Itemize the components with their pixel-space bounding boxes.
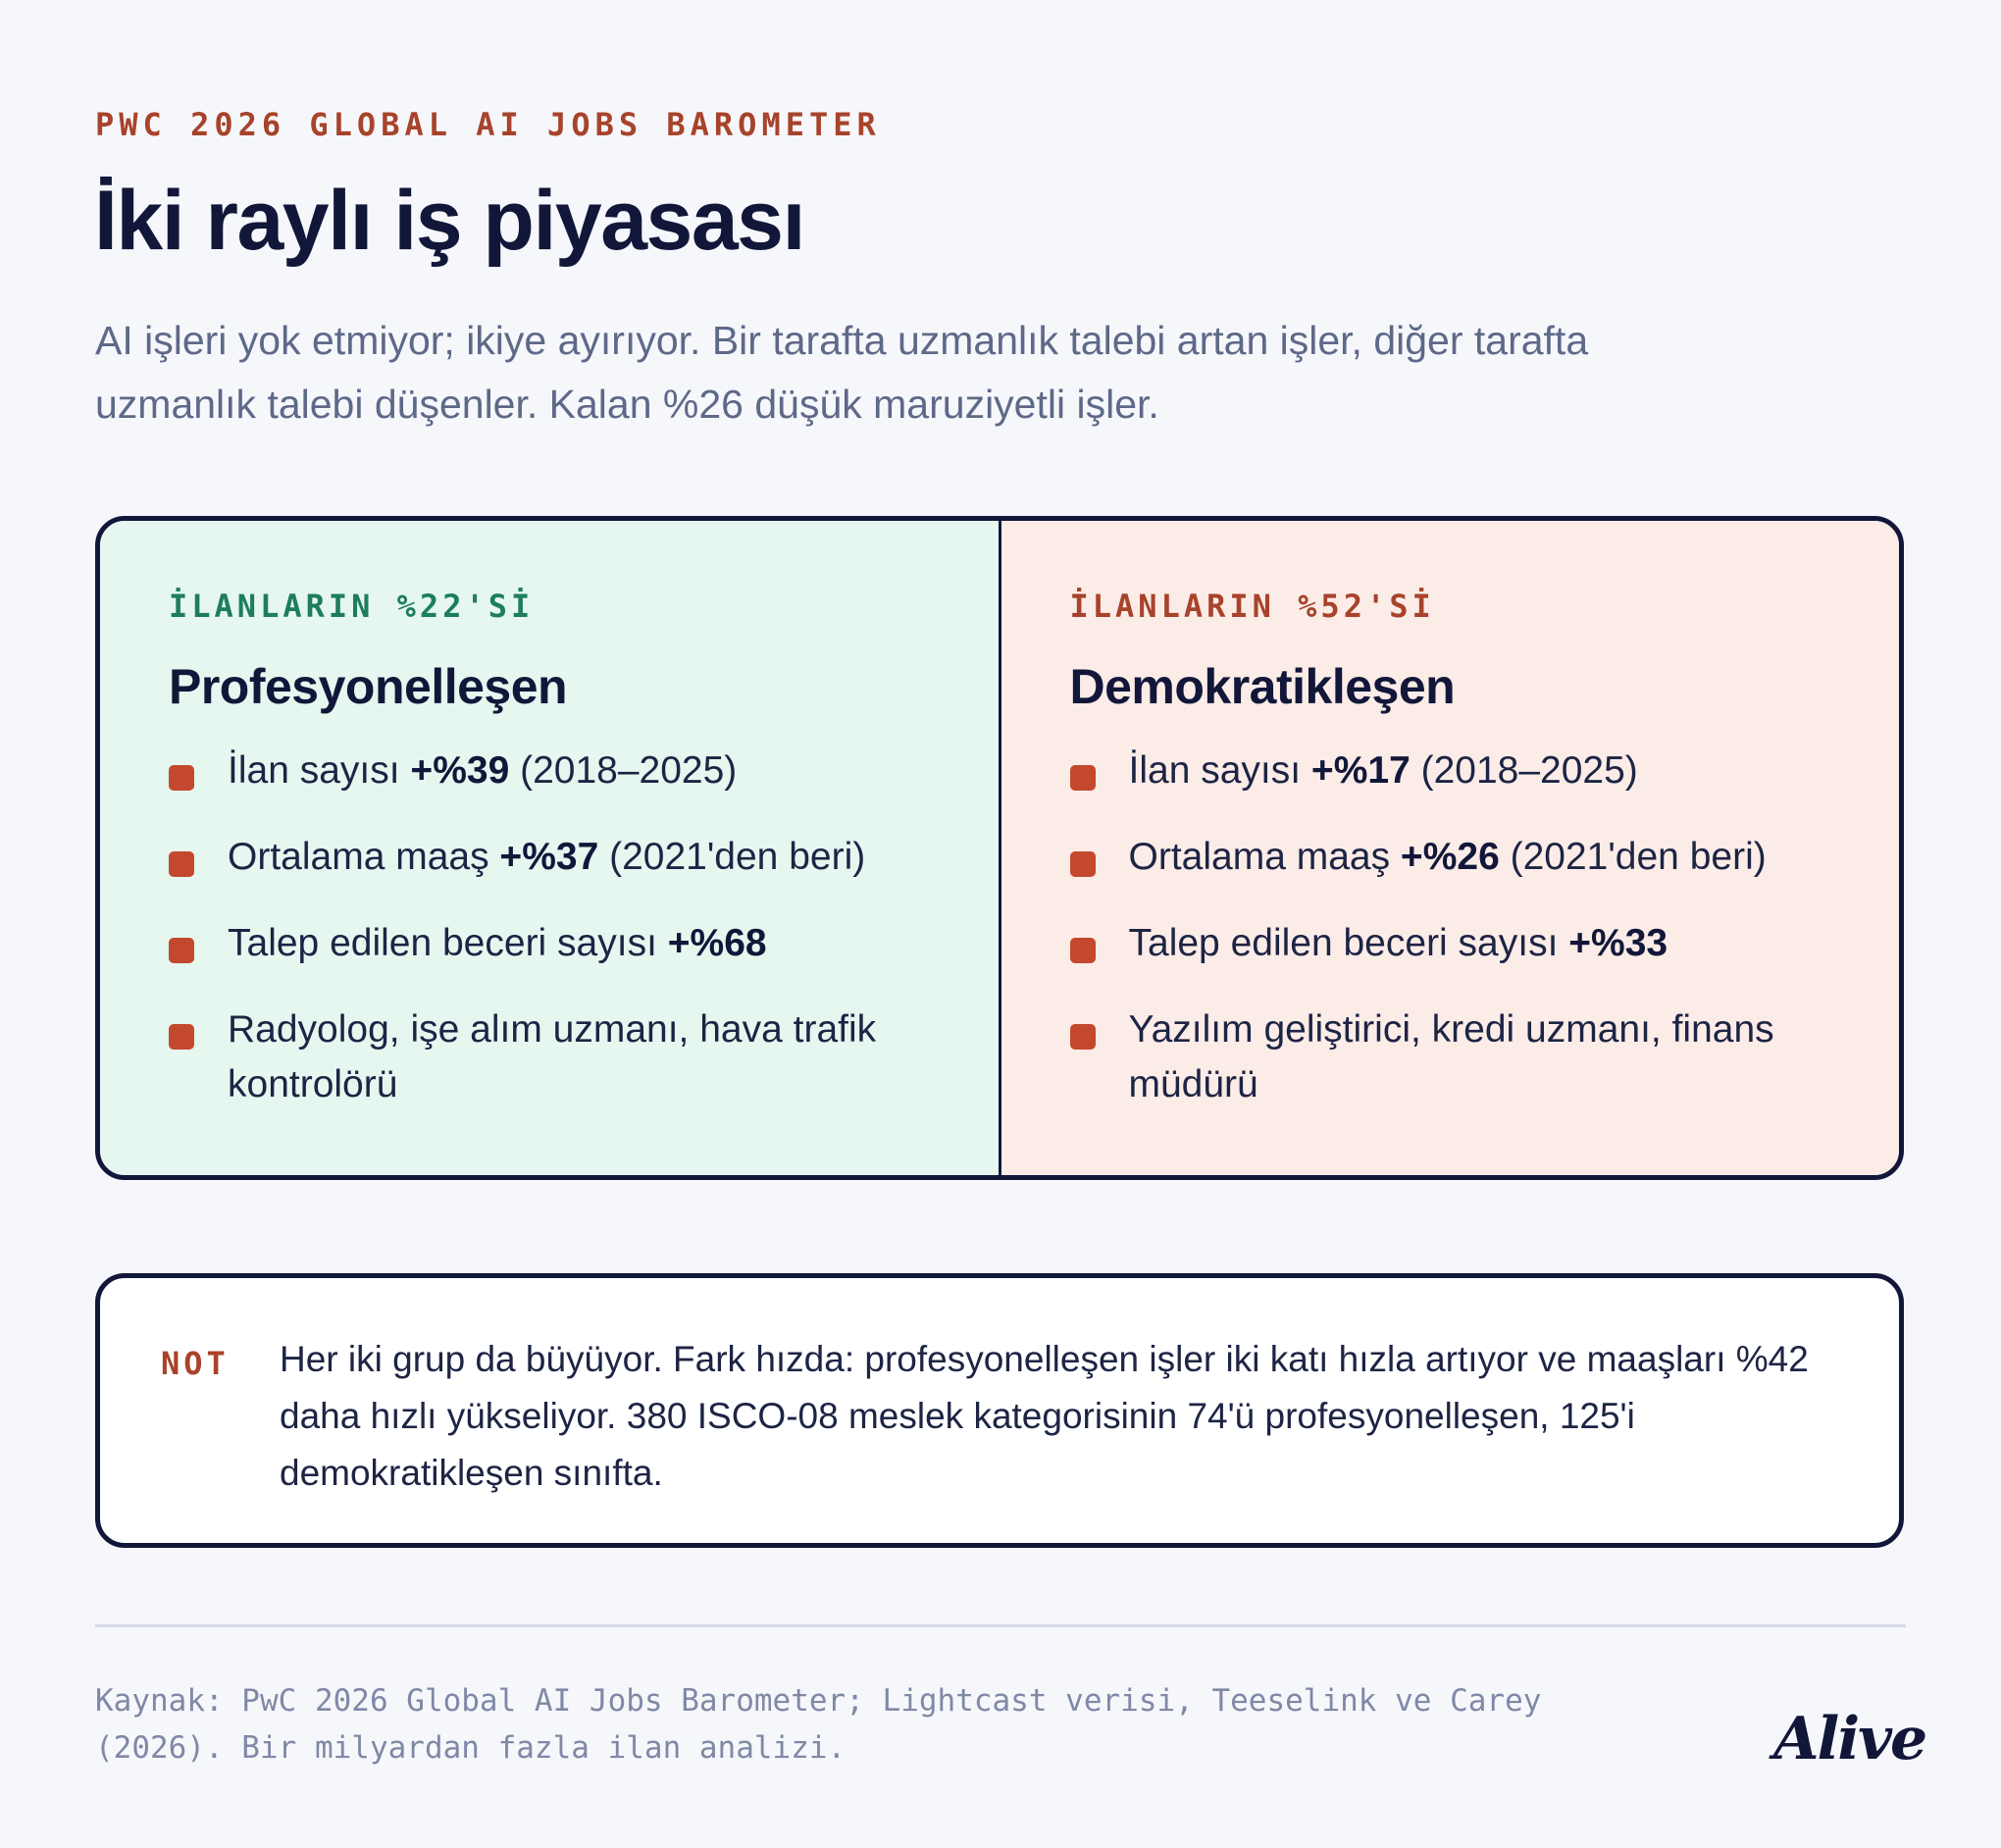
square-bullet-icon	[1069, 1024, 1096, 1050]
list-item: Talep edilen beceri sayısı +%33	[1069, 916, 1841, 971]
bullet-text: Ortalama maaş	[228, 836, 500, 878]
square-bullet-icon	[169, 765, 194, 791]
square-bullet-icon	[169, 938, 194, 963]
list-item: Yazılım geliştirici, kredi uzmanı, finan…	[1069, 1002, 1841, 1112]
list-item: Talep edilen beceri sayısı +%68	[169, 916, 940, 971]
square-bullet-icon	[1069, 938, 1096, 963]
bullet-value: +%33	[1568, 922, 1668, 964]
list-item: Ortalama maaş +%26 (2021'den beri)	[1069, 830, 1841, 885]
note-text: Her iki grup da büyüyor. Fark hızda: pro…	[280, 1339, 1809, 1493]
note-box: NOT Her iki grup da büyüyor. Fark hızda:…	[95, 1273, 1904, 1548]
comparison-panel: İLANLARIN %22'Sİ Profesyonelleşen İlan s…	[95, 516, 1904, 1180]
square-bullet-icon	[1069, 765, 1096, 791]
bullet-list: İlan sayısı +%39 (2018–2025) Ortalama ma…	[169, 744, 940, 1112]
bullet-text: Talep edilen beceri sayısı	[228, 922, 668, 964]
list-item: İlan sayısı +%17 (2018–2025)	[1069, 744, 1841, 798]
page-title: İki raylı iş piyasası	[94, 174, 805, 268]
square-bullet-icon	[169, 1024, 194, 1050]
bullet-list: İlan sayısı +%17 (2018–2025) Ortalama ma…	[1069, 744, 1841, 1112]
eyebrow: PWC 2026 GLOBAL AI JOBS BAROMETER	[95, 106, 881, 143]
bullet-text: Ortalama maaş	[1128, 836, 1401, 878]
bullet-value: +%17	[1310, 749, 1411, 792]
bullet-suffix: (2021'den beri)	[598, 836, 866, 878]
bullet-text: Yazılım geliştirici, kredi uzmanı, finan…	[1128, 1008, 1774, 1105]
list-item: Ortalama maaş +%37 (2021'den beri)	[169, 830, 940, 885]
bullet-text: Radyolog, işe alım uzmanı, hava trafik k…	[228, 1008, 877, 1105]
divider	[95, 1624, 1906, 1627]
brand-logo: Alive	[1773, 1705, 1927, 1773]
note-label: NOT	[161, 1345, 230, 1382]
square-bullet-icon	[1069, 851, 1096, 877]
bullet-suffix: (2018–2025)	[509, 749, 738, 792]
column-heading: Demokratikleşen	[1069, 659, 1456, 714]
bullet-value: +%39	[410, 749, 510, 792]
list-item: İlan sayısı +%39 (2018–2025)	[169, 744, 940, 798]
source-text: Kaynak: PwC 2026 Global AI Jobs Baromete…	[95, 1683, 1542, 1766]
subtitle: AI işleri yok etmiyor; ikiye ayırıyor. B…	[95, 318, 1589, 427]
column-professionalizing: İLANLARIN %22'Sİ Profesyonelleşen İlan s…	[100, 521, 1001, 1175]
bullet-value: +%26	[1400, 836, 1500, 878]
bullet-value: +%68	[667, 922, 767, 964]
bullet-suffix: (2018–2025)	[1410, 749, 1638, 792]
column-democratizing: İLANLARIN %52'Sİ Demokratikleşen İlan sa…	[1000, 521, 1899, 1175]
column-heading: Profesyonelleşen	[169, 659, 568, 714]
column-eyebrow: İLANLARIN %22'Sİ	[169, 588, 535, 625]
square-bullet-icon	[169, 851, 194, 877]
bullet-value: +%37	[499, 836, 599, 878]
bullet-text: Talep edilen beceri sayısı	[1128, 922, 1569, 964]
column-eyebrow: İLANLARIN %52'Sİ	[1069, 588, 1435, 625]
bullet-suffix: (2021'den beri)	[1499, 836, 1767, 878]
bullet-text: İlan sayısı	[228, 749, 411, 792]
bullet-text: İlan sayısı	[1128, 749, 1311, 792]
list-item: Radyolog, işe alım uzmanı, hava trafik k…	[169, 1002, 940, 1112]
